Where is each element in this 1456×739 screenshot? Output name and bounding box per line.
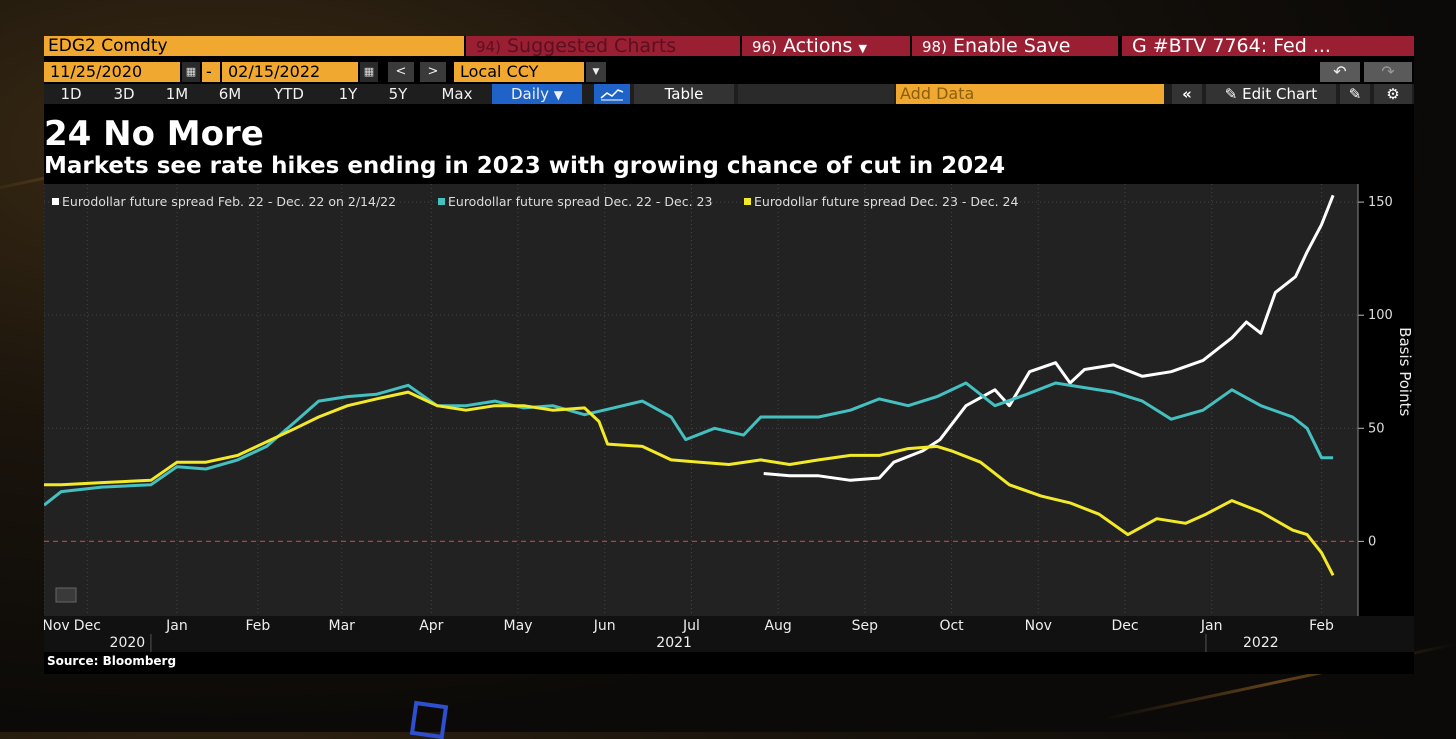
period-tab-max[interactable]: Max (441, 85, 473, 103)
source-note: Source: Bloomberg (47, 654, 177, 668)
date-separator: - (202, 62, 220, 82)
x-month-label: Nov (1025, 618, 1052, 634)
series-line-3 (44, 390, 1335, 576)
period-tab-1d[interactable]: 1D (60, 85, 82, 103)
background-glow (409, 700, 449, 739)
x-month-label: Oct (939, 618, 964, 634)
x-month-label: Jan (165, 618, 188, 634)
series-line-1 (763, 194, 1335, 482)
period-tab-1m[interactable]: 1M (165, 85, 189, 103)
dropdown-arrow-icon: ▼ (858, 42, 867, 55)
y-tick-label: 100 (1368, 308, 1393, 323)
chart-options-icon (55, 587, 77, 603)
suggested-charts-number: 94) (476, 38, 501, 56)
news-headline-button[interactable]: G #BTV 7764: Fed ... (1122, 36, 1414, 56)
undo-icon[interactable]: ↶ (1320, 62, 1360, 82)
x-month-label: Mar (328, 618, 355, 634)
page-subtitle: Markets see rate hikes ending in 2023 wi… (44, 153, 1006, 179)
legend-label: Eurodollar future spread Dec. 23 - Dec. … (754, 194, 1018, 209)
actions-number: 96) (752, 38, 777, 56)
currency-select[interactable]: Local CCY (454, 62, 584, 82)
page-title: 24 No More (44, 114, 264, 154)
plot-area-background (44, 184, 1358, 616)
bloomberg-terminal-window: EDG2 Comdty 94) Suggested Charts 96) Act… (44, 36, 1414, 674)
annotate-icon[interactable]: ✎ (1340, 84, 1370, 104)
period-tab-ytd[interactable]: YTD (274, 85, 304, 103)
x-month-label: Jan (1200, 618, 1223, 634)
date-range-bar: 11/25/2020 ▦ - 02/15/2022 ▦ < > Local CC… (44, 62, 1414, 82)
y-tick-label: 50 (1368, 421, 1385, 436)
edit-chart-label: Edit Chart (1242, 85, 1318, 103)
suggested-charts-button[interactable]: 94) Suggested Charts (466, 36, 740, 56)
chevron-down-icon[interactable]: ▼ (586, 62, 606, 82)
x-month-label: Sep (852, 618, 879, 634)
frequency-label: Daily (511, 85, 549, 103)
x-month-label: Jul (682, 618, 700, 634)
pencil-icon: ✎ (1224, 85, 1238, 103)
line-chart: 0 50 100 150 Basis Points Eurodollar future s… (44, 184, 1414, 652)
actions-button[interactable]: 96) Actions ▼ (742, 36, 910, 56)
y-tick-label: 150 (1368, 195, 1393, 210)
next-period-button[interactable]: > (420, 62, 446, 82)
enable-save-number: 98) (922, 38, 947, 56)
x-month-label: Dec (74, 618, 101, 634)
calendar-icon[interactable]: ▦ (182, 62, 200, 82)
x-month-label: Feb (245, 618, 270, 634)
chevron-down-icon: ▼ (553, 88, 563, 102)
calendar-icon[interactable]: ▦ (360, 62, 378, 82)
period-tab-3d[interactable]: 3D (113, 85, 135, 103)
legend-swatch (52, 198, 59, 205)
period-tab-1y[interactable]: 1Y (338, 85, 358, 103)
ticker-field[interactable]: EDG2 Comdty (44, 36, 464, 56)
x-month-label: May (504, 618, 533, 634)
x-axis-band (44, 616, 1414, 652)
y-axis-title: Basis Points (1396, 327, 1414, 416)
gear-icon[interactable]: ⚙ (1374, 84, 1412, 104)
edit-chart-button[interactable]: ✎ Edit Chart (1206, 84, 1336, 104)
start-date-field[interactable]: 11/25/2020 (44, 62, 180, 82)
y-tick-label: 0 (1368, 534, 1376, 549)
period-tab-5y[interactable]: 5Y (388, 85, 408, 103)
x-year-label: 2021 (656, 635, 692, 651)
collapse-icon[interactable]: « (1172, 84, 1202, 104)
toolbar-spacer (738, 84, 894, 104)
frequency-select[interactable]: Daily ▼ (492, 84, 582, 104)
x-month-label: Feb (1309, 618, 1334, 634)
x-month-label: Jun (593, 618, 616, 634)
enable-save-button[interactable]: 98) Enable Save (912, 36, 1118, 56)
legend-swatch (438, 198, 445, 205)
actions-label: Actions (783, 36, 853, 56)
x-month-label: Aug (764, 618, 791, 634)
previous-period-button[interactable]: < (388, 62, 414, 82)
legend-label: Eurodollar future spread Feb. 22 - Dec. … (62, 194, 396, 209)
x-month-label: Dec (1111, 618, 1138, 634)
add-data-input[interactable]: Add Data (896, 84, 1164, 104)
period-tab-bar: 1D 3D 1M 6M YTD 1Y 5Y Max Daily ▼ Table … (44, 84, 1414, 104)
period-tab-6m[interactable]: 6M (218, 85, 242, 103)
enable-save-label: Enable Save (953, 36, 1071, 56)
line-chart-icon[interactable] (594, 84, 630, 104)
table-view-button[interactable]: Table (634, 84, 734, 104)
x-year-label: 2020 (110, 635, 146, 651)
x-month-label: Nov (44, 618, 70, 634)
legend-swatch (744, 198, 751, 205)
end-date-field[interactable]: 02/15/2022 (222, 62, 358, 82)
suggested-charts-label: Suggested Charts (507, 36, 677, 56)
command-bar: EDG2 Comdty 94) Suggested Charts 96) Act… (44, 36, 1414, 56)
x-year-label: 2022 (1243, 635, 1279, 651)
redo-icon[interactable]: ↷ (1364, 62, 1412, 82)
legend-label: Eurodollar future spread Dec. 22 - Dec. … (448, 194, 712, 209)
x-month-label: Apr (419, 618, 443, 634)
series-line-2 (44, 381, 1334, 507)
